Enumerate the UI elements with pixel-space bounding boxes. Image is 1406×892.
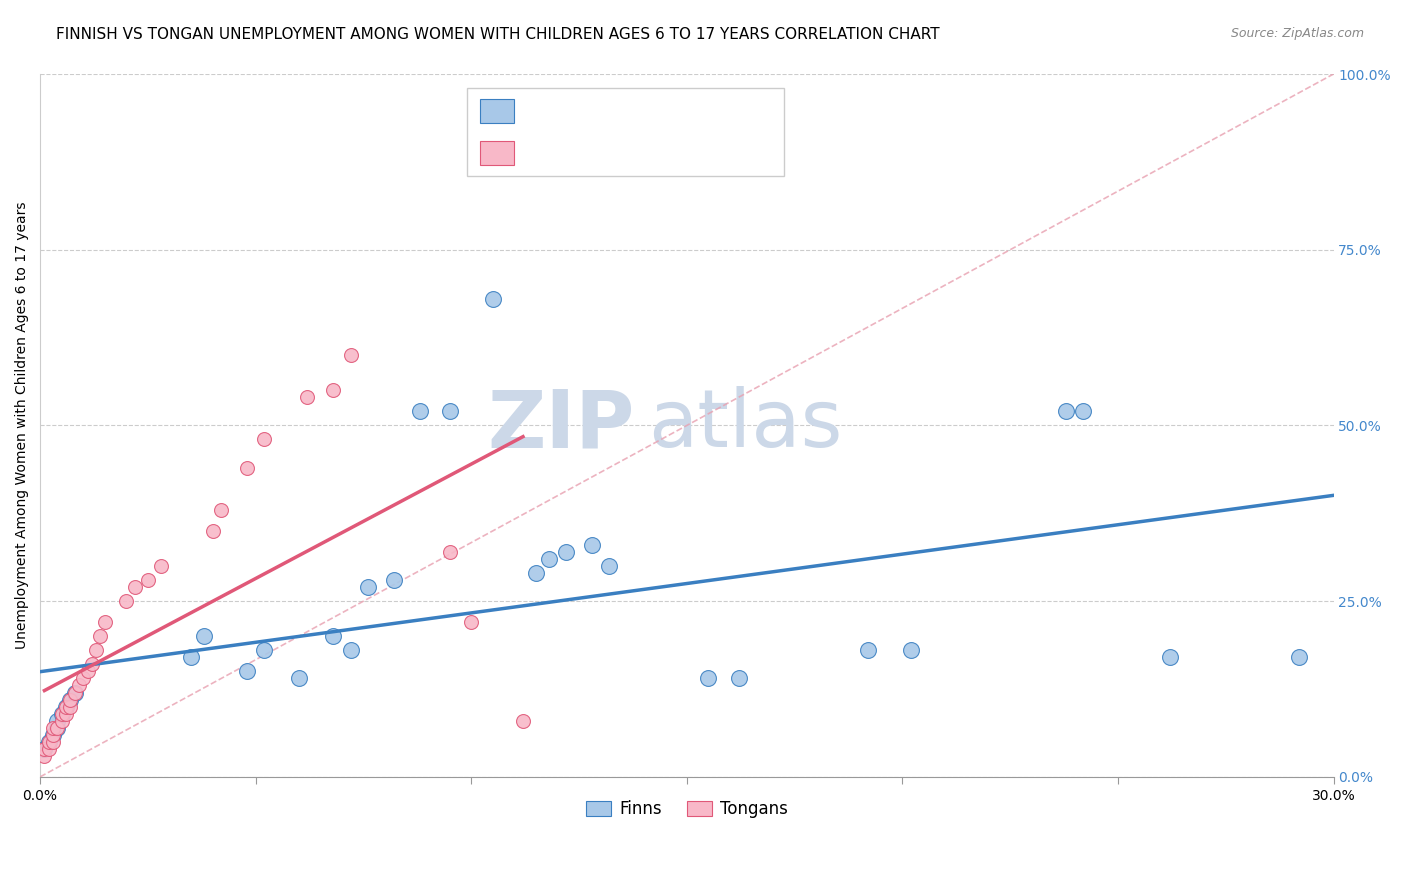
Point <box>34 741 56 756</box>
Point <box>55 699 77 714</box>
Point <box>322 384 344 398</box>
Point <box>42 728 65 742</box>
Point <box>555 545 578 559</box>
Point <box>94 615 117 630</box>
Point <box>288 672 311 686</box>
Text: Source: ZipAtlas.com: Source: ZipAtlas.com <box>1230 27 1364 40</box>
Point <box>253 433 276 447</box>
Point <box>297 390 319 404</box>
Point <box>42 735 65 749</box>
Point <box>180 650 202 665</box>
Point <box>382 573 405 587</box>
Point <box>236 460 259 475</box>
Point <box>598 559 620 574</box>
Point <box>209 503 232 517</box>
Point <box>900 643 922 657</box>
Point <box>512 714 534 728</box>
Point <box>76 665 98 679</box>
Point <box>460 615 482 630</box>
Point <box>481 292 503 306</box>
Point <box>1073 404 1095 418</box>
Point <box>63 685 86 699</box>
Point <box>55 706 77 721</box>
Point <box>149 559 172 574</box>
Point <box>51 714 73 728</box>
Point <box>697 672 720 686</box>
Point <box>46 721 69 735</box>
Point <box>42 721 65 735</box>
Point <box>727 672 749 686</box>
Point <box>115 594 138 608</box>
Point <box>51 706 73 721</box>
Point <box>59 692 82 706</box>
Point <box>63 685 86 699</box>
Point <box>67 678 90 692</box>
Point <box>46 721 69 735</box>
Point <box>80 657 103 672</box>
Point <box>89 629 111 643</box>
Point <box>34 741 56 756</box>
Point <box>253 643 276 657</box>
Point <box>193 629 215 643</box>
Point <box>38 735 60 749</box>
Point <box>322 629 344 643</box>
Point <box>856 643 879 657</box>
Point <box>72 672 94 686</box>
Point <box>59 699 82 714</box>
Point <box>236 665 259 679</box>
Point <box>339 643 361 657</box>
Point <box>581 538 603 552</box>
Legend: Finns, Tongans: Finns, Tongans <box>579 793 794 825</box>
Text: ZIP: ZIP <box>488 386 636 465</box>
Point <box>357 580 380 594</box>
Y-axis label: Unemployment Among Women with Children Ages 6 to 17 years: Unemployment Among Women with Children A… <box>15 202 30 649</box>
Point <box>51 706 73 721</box>
Point <box>1288 650 1310 665</box>
Point <box>439 404 461 418</box>
Text: atlas: atlas <box>648 386 842 465</box>
Point <box>201 524 224 538</box>
Point <box>84 643 107 657</box>
Point <box>34 748 56 763</box>
Point <box>124 580 146 594</box>
Point <box>55 699 77 714</box>
Point <box>136 573 159 587</box>
Point <box>1054 404 1077 418</box>
Point <box>439 545 461 559</box>
Point <box>59 692 82 706</box>
Point <box>38 735 60 749</box>
Point <box>46 714 69 728</box>
Point <box>38 741 60 756</box>
Point <box>537 552 560 566</box>
Point <box>339 348 361 362</box>
Point <box>42 728 65 742</box>
Point <box>524 566 547 580</box>
Point <box>408 404 430 418</box>
Text: FINNISH VS TONGAN UNEMPLOYMENT AMONG WOMEN WITH CHILDREN AGES 6 TO 17 YEARS CORR: FINNISH VS TONGAN UNEMPLOYMENT AMONG WOM… <box>56 27 939 42</box>
Point <box>1159 650 1181 665</box>
